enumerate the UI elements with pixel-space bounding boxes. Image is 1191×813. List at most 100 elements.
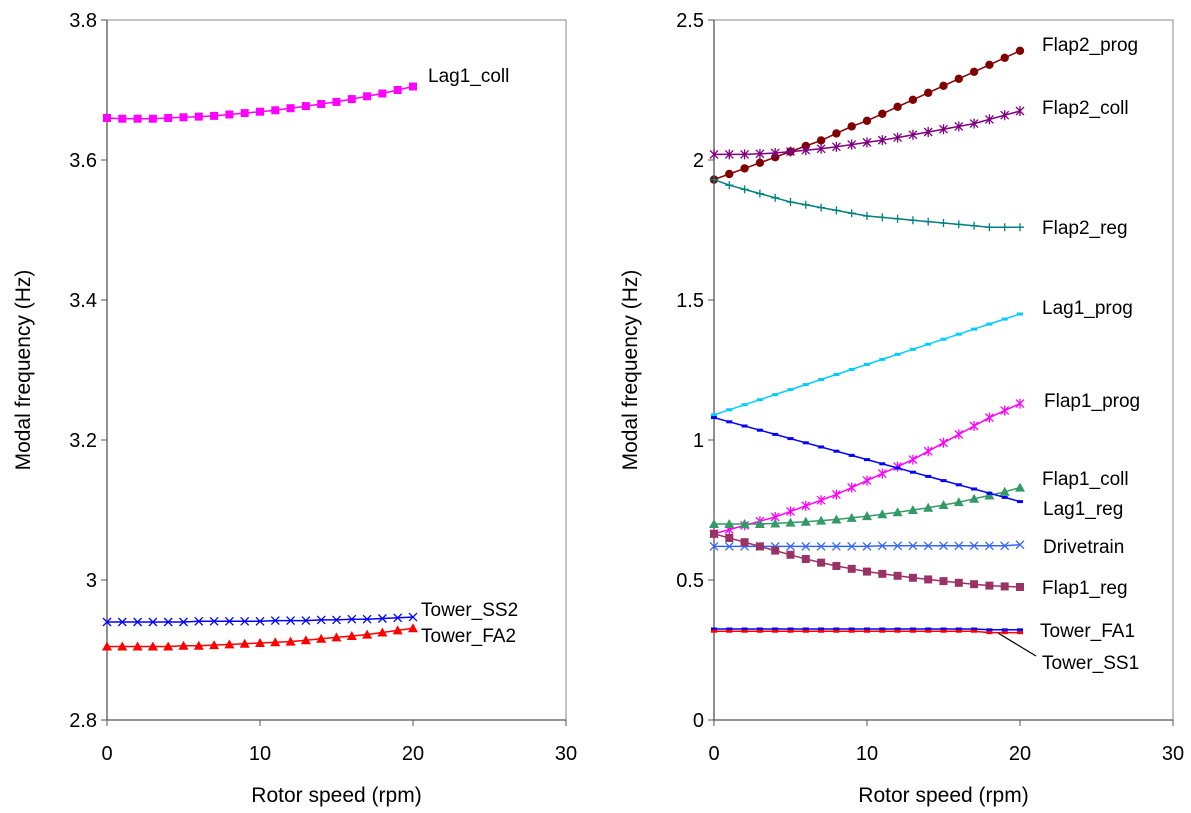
asterisk-marker [908, 129, 918, 140]
asterisk-marker [893, 132, 903, 143]
plus-marker [985, 223, 994, 232]
dash-marker [940, 627, 947, 631]
plus-marker [832, 206, 841, 215]
square-marker [271, 106, 280, 115]
square-marker [847, 564, 856, 573]
x-marker [831, 541, 841, 551]
plus-marker [740, 185, 749, 194]
dash-marker [741, 403, 748, 407]
dash-marker [955, 332, 962, 336]
x-marker [709, 541, 719, 551]
triangle-marker [953, 497, 964, 507]
y-tick-label: 3 [86, 570, 97, 592]
asterisk-marker [816, 495, 826, 506]
square-marker [832, 562, 841, 570]
dash-marker [726, 420, 733, 424]
x-marker [286, 616, 296, 626]
asterisk-marker [740, 149, 750, 160]
x-marker [816, 541, 826, 551]
triangle-marker [408, 623, 418, 633]
dash-marker [848, 627, 855, 631]
x-marker [724, 541, 734, 551]
square-marker [954, 578, 963, 587]
dash-marker [741, 424, 748, 428]
plus-marker [863, 212, 871, 220]
dash-marker [971, 627, 978, 631]
asterisk-marker [939, 124, 948, 135]
dash-marker [879, 629, 886, 633]
asterisk-marker [831, 489, 841, 500]
series-label: Lag1_prog [1042, 298, 1133, 319]
x-marker [362, 614, 372, 624]
square-marker [970, 580, 979, 589]
x-axis-title: Rotor speed (rpm) [251, 784, 421, 807]
square-marker [301, 102, 310, 111]
circle-marker [893, 102, 902, 112]
triangle-marker [785, 517, 796, 527]
asterisk-marker [984, 114, 994, 125]
dash-marker [864, 627, 870, 631]
series-label: Tower_SS2 [421, 600, 518, 621]
square-marker [725, 534, 734, 542]
x-tick-label: 10 [856, 743, 878, 765]
asterisk-marker [954, 121, 964, 132]
asterisk-marker [709, 149, 719, 160]
dash-marker [787, 388, 794, 392]
triangle-marker [892, 507, 903, 517]
square-marker [256, 107, 264, 116]
square-marker [210, 111, 219, 120]
circle-marker [954, 74, 963, 84]
triangle-marker [907, 505, 918, 514]
x-marker [408, 612, 418, 622]
x-marker [893, 541, 903, 551]
dash-marker [909, 470, 916, 474]
series-tower-ss1: Tower_SS1 [711, 629, 1139, 674]
dash-marker [818, 629, 825, 633]
dash-marker [1001, 628, 1008, 632]
asterisk-marker [786, 146, 795, 157]
series-line [713, 178, 1020, 228]
plus-marker [924, 217, 933, 226]
dash-marker [818, 378, 825, 382]
dash-marker [986, 322, 993, 326]
x-marker [923, 541, 933, 551]
dash-marker [1017, 312, 1023, 316]
dash-marker [1017, 631, 1023, 635]
asterisk-marker [862, 475, 872, 486]
plus-marker [893, 214, 902, 223]
dash-marker [741, 629, 748, 633]
square-marker [771, 546, 780, 555]
triangle-marker [346, 631, 357, 640]
y-tick-label: 2.8 [69, 710, 97, 732]
x-marker [148, 617, 158, 627]
series-label: Flap2_reg [1042, 218, 1128, 239]
x-marker [301, 616, 311, 626]
dash-marker [818, 627, 825, 631]
square-marker [378, 89, 387, 98]
dash-marker [955, 627, 962, 631]
circle-marker [969, 67, 979, 77]
square-marker [817, 558, 826, 567]
square-marker [893, 571, 902, 580]
square-marker [878, 569, 887, 578]
plus-marker [939, 219, 948, 227]
x-marker [1015, 540, 1025, 550]
dash-marker [772, 393, 779, 397]
y-tick-label: 1 [693, 430, 704, 452]
dash-marker [940, 479, 947, 483]
asterisk-marker [770, 148, 780, 158]
dash-marker [894, 629, 901, 633]
square-marker [103, 114, 111, 122]
x-marker [133, 617, 143, 627]
dash-marker [864, 458, 870, 462]
series-tower-fa2: Tower_FA2 [102, 623, 516, 651]
dash-marker [1017, 500, 1023, 504]
circle-marker [832, 129, 841, 138]
plus-marker [908, 216, 917, 225]
series-flap2-prog: Flap2_prog [709, 35, 1138, 184]
triangle-marker [270, 637, 281, 647]
x-marker [377, 614, 387, 623]
square-marker [363, 92, 372, 101]
triangle-marker [938, 499, 949, 509]
